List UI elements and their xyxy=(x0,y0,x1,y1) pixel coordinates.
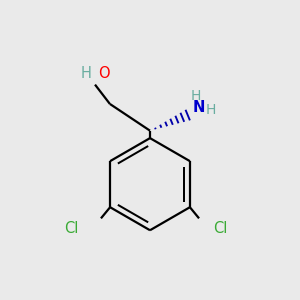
Text: Cl: Cl xyxy=(213,221,227,236)
Text: O: O xyxy=(98,66,110,81)
Text: N: N xyxy=(193,100,205,115)
Text: Cl: Cl xyxy=(64,221,78,236)
Text: H: H xyxy=(81,66,92,81)
Text: H: H xyxy=(191,89,201,103)
Text: H: H xyxy=(206,103,216,117)
